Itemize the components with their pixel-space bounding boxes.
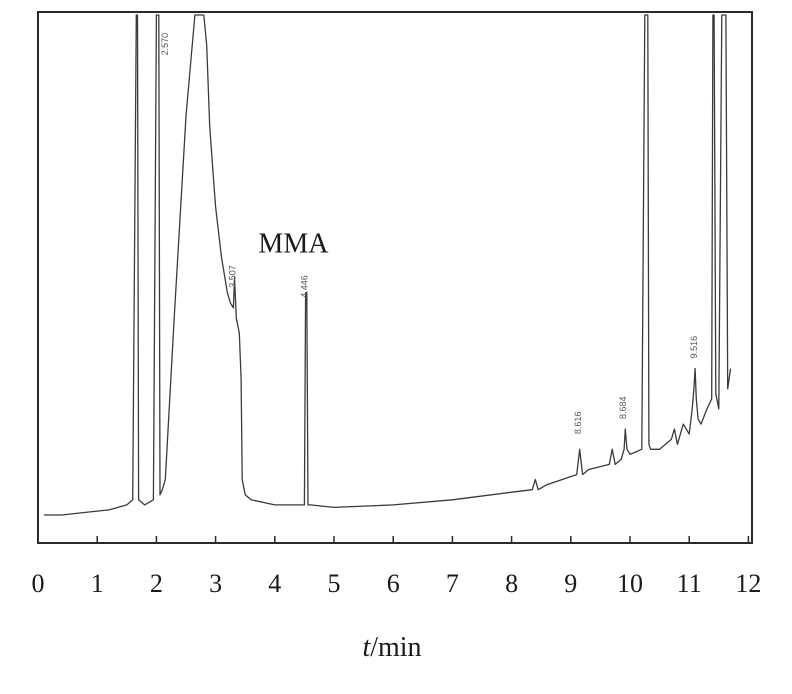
x-tick-label: 0 xyxy=(32,569,45,598)
x-tick-label: 1 xyxy=(91,569,104,598)
peak-retention-label: 8.684 xyxy=(618,396,628,419)
x-tick-label: 4 xyxy=(268,569,281,598)
plot-frame xyxy=(37,11,753,544)
x-axis-variable: t xyxy=(362,632,371,663)
peak-retention-label: 8.616 xyxy=(573,412,583,435)
peak-retention-label: 9.516 xyxy=(689,336,699,359)
x-tick-label: 12 xyxy=(735,569,761,598)
chromatogram-trace xyxy=(43,14,732,516)
x-tick-label: 5 xyxy=(328,569,341,598)
x-tick-label: 6 xyxy=(387,569,400,598)
x-tick-label: 7 xyxy=(446,569,459,598)
x-tick-label: 8 xyxy=(505,569,518,598)
peak-retention-label: 3.507 xyxy=(228,265,238,288)
x-tick-label: 3 xyxy=(209,569,222,598)
x-tick-label: 2 xyxy=(150,569,163,598)
x-tick-label: 11 xyxy=(677,569,702,598)
x-tick-label: 10 xyxy=(617,569,643,598)
mma-annotation: MMA xyxy=(258,228,329,259)
peak-retention-label: 2.570 xyxy=(160,33,170,56)
x-tick-label: 9 xyxy=(564,569,577,598)
x-axis-label: t/min xyxy=(362,632,421,663)
peak-retention-label: 4.446 xyxy=(299,275,309,298)
x-axis-unit: /min xyxy=(370,632,421,663)
